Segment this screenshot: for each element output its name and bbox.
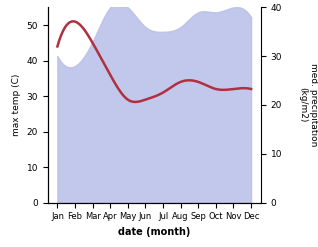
Y-axis label: max temp (C): max temp (C) (12, 74, 21, 136)
Y-axis label: med. precipitation
(kg/m2): med. precipitation (kg/m2) (299, 63, 318, 147)
X-axis label: date (month): date (month) (118, 227, 190, 237)
